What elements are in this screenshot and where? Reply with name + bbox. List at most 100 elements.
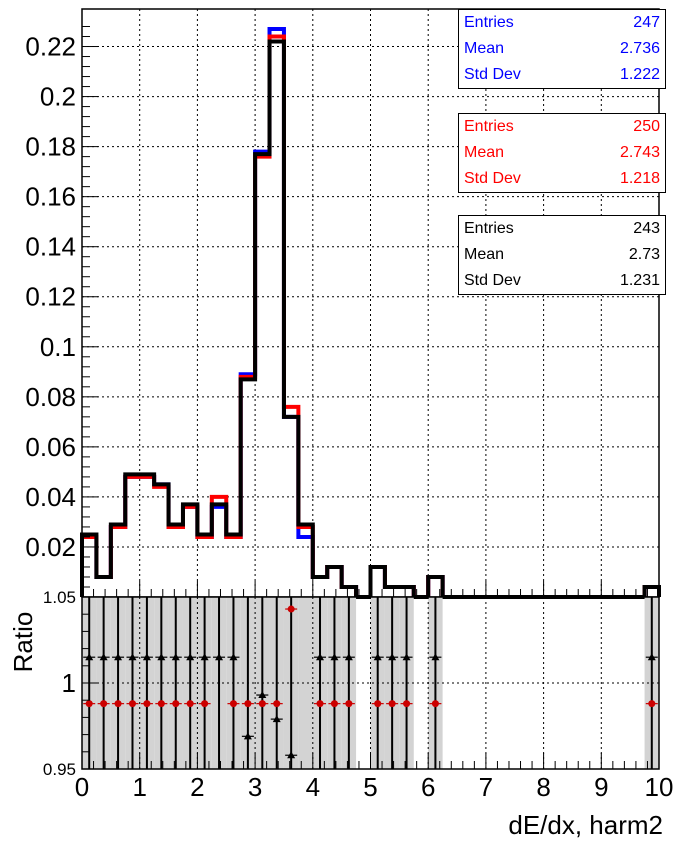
ratio-point-black xyxy=(258,691,267,699)
ratio-point-red xyxy=(273,700,281,708)
ratio-point-red xyxy=(287,605,295,613)
ratio-point-red xyxy=(648,700,656,708)
x-tick-label: 1 xyxy=(132,772,146,802)
ratio-point-red xyxy=(345,700,353,708)
stats-row: Entries 250 xyxy=(459,114,665,140)
x-axis-label: dE/dx, harm2 xyxy=(508,810,663,840)
stats-value: 243 xyxy=(633,220,660,237)
y-tick-label: 0.1 xyxy=(40,332,76,362)
x-tick-label: 10 xyxy=(645,772,674,802)
y-tick-label: 0.06 xyxy=(25,432,76,462)
ratio-point-black xyxy=(431,653,440,661)
stats-box-red: Entries 250 Mean 2.743 Std Dev 1.218 xyxy=(458,113,666,193)
ratio-point-red xyxy=(374,700,382,708)
ratio-point-black xyxy=(243,732,252,740)
ratio-point-black xyxy=(85,653,94,661)
ratio-point-black xyxy=(142,653,151,661)
stats-key: Entries xyxy=(464,118,514,135)
stats-key: Std Dev xyxy=(464,66,521,83)
y-tick-label: 0.14 xyxy=(25,232,76,262)
stats-key: Mean xyxy=(464,144,505,161)
ratio-point-red xyxy=(431,700,439,708)
ratio-point-black xyxy=(215,653,224,661)
ratio-error-band xyxy=(82,597,659,769)
x-tick-label: 5 xyxy=(363,772,377,802)
ratio-point-red xyxy=(157,700,165,708)
stats-row: Mean 2.736 xyxy=(459,36,665,62)
stats-box-blue: Entries 247 Mean 2.736 Std Dev 1.222 xyxy=(458,9,666,89)
stats-key: Entries xyxy=(464,14,514,31)
stats-value: 2.73 xyxy=(628,246,660,263)
x-tick-label: 8 xyxy=(536,772,550,802)
stats-value: 1.231 xyxy=(619,272,660,289)
x-tick-label: 9 xyxy=(594,772,608,802)
ratio-point-red xyxy=(172,700,180,708)
stats-row: Std Dev 1.231 xyxy=(459,268,665,294)
y-tick-label: 0.02 xyxy=(25,532,76,562)
ratio-y-tick-label: 1 xyxy=(62,668,76,698)
ratio-point-red xyxy=(388,700,396,708)
stats-key: Std Dev xyxy=(464,170,521,187)
ratio-point-black xyxy=(272,715,281,723)
ratio-point-red xyxy=(244,700,252,708)
y-tick-label: 0.16 xyxy=(25,182,76,212)
ratio-point-black xyxy=(316,653,325,661)
stats-value: 2.736 xyxy=(619,40,660,57)
ratio-point-red xyxy=(100,700,108,708)
stats-row: Mean 2.743 xyxy=(459,140,665,166)
stats-value: 1.222 xyxy=(619,66,660,83)
top-panel-y-ticks: 0.02 0.04 0.06 0.08 0.1 0.12 0.14 0.16 0.18 0.2 0.… xyxy=(25,26,660,598)
x-tick-label: 6 xyxy=(421,772,435,802)
ratio-point-red xyxy=(330,700,338,708)
ratio-point-red xyxy=(316,700,324,708)
stats-row: Entries 247 xyxy=(459,10,665,36)
ratio-point-red xyxy=(85,700,93,708)
stats-row: Entries 243 xyxy=(459,216,665,242)
stats-value: 2.743 xyxy=(619,144,660,161)
ratio-point-red xyxy=(258,700,266,708)
ratio-y-tick-label: 1.05 xyxy=(43,588,76,607)
ratio-panel-grid xyxy=(82,597,659,769)
y-tick-label: 0.18 xyxy=(25,132,76,162)
ratio-point-red xyxy=(186,700,194,708)
y-tick-label: 0.04 xyxy=(25,482,76,512)
ratio-point-black xyxy=(388,653,397,661)
y-tick-label: 0.22 xyxy=(25,32,76,62)
error-band-bin xyxy=(298,597,313,769)
x-tick-label: 4 xyxy=(306,772,320,802)
stats-value: 250 xyxy=(633,118,660,135)
ratio-point-red xyxy=(201,700,209,708)
stats-key: Entries xyxy=(464,220,514,237)
ratio-point-black xyxy=(287,751,296,759)
stats-value: 1.218 xyxy=(619,170,660,187)
ratio-point-black xyxy=(200,653,209,661)
x-tick-label: 7 xyxy=(479,772,493,802)
ratio-point-red xyxy=(229,700,237,708)
stats-row: Mean 2.73 xyxy=(459,242,665,268)
ratio-point-red xyxy=(403,700,411,708)
ratio-y-tick-label: 0.95 xyxy=(43,760,76,779)
stats-value: 247 xyxy=(633,14,660,31)
y-tick-label: 0.12 xyxy=(25,282,76,312)
ratio-axis-label: Ratio xyxy=(8,612,38,673)
ratio-point-black xyxy=(128,653,137,661)
ratio-point-black xyxy=(186,653,195,661)
ratio-point-black xyxy=(373,653,382,661)
ratio-point-black xyxy=(229,653,238,661)
x-tick-label: 0 xyxy=(75,772,89,802)
ratio-point-black xyxy=(402,653,411,661)
ratio-point-black xyxy=(99,653,108,661)
ratio-point-black xyxy=(647,653,656,661)
x-tick-label: 2 xyxy=(190,772,204,802)
stats-row: Std Dev 1.222 xyxy=(459,62,665,88)
y-tick-label: 0.08 xyxy=(25,382,76,412)
y-tick-label: 0.2 xyxy=(40,82,76,112)
stats-box-black: Entries 243 Mean 2.73 Std Dev 1.231 xyxy=(458,215,666,295)
ratio-point-red xyxy=(114,700,122,708)
ratio-panel-ticks: 0.95 1 1.05 0 1 2 3 4 5 6 7 8 9 10 xyxy=(43,588,674,802)
stats-row: Std Dev 1.218 xyxy=(459,166,665,192)
ratio-point-red xyxy=(128,700,136,708)
stats-key: Mean xyxy=(464,246,505,263)
ratio-point-black xyxy=(330,653,339,661)
